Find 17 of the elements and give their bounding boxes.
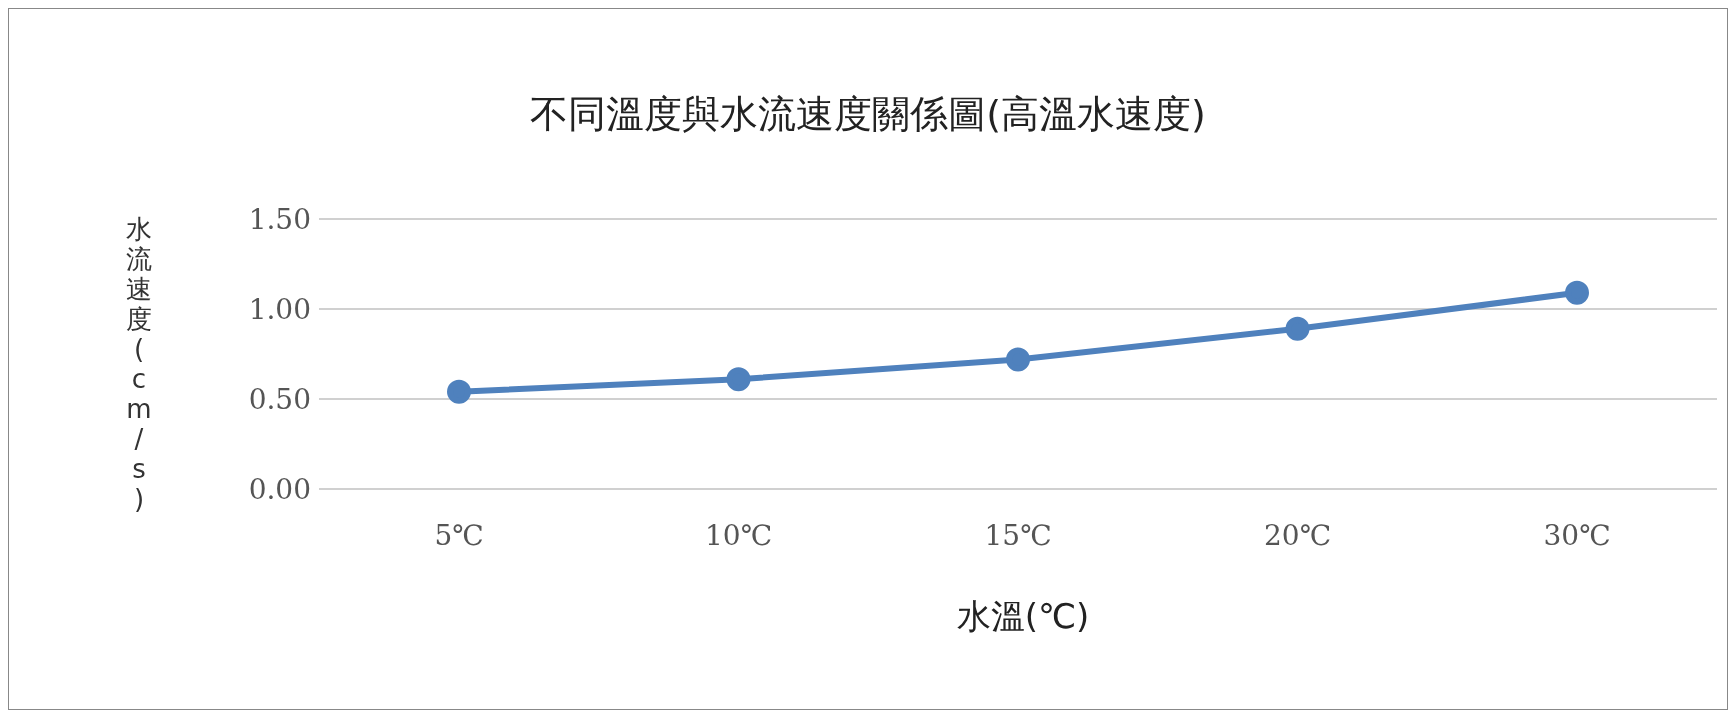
y-tick-label: 0.00 — [248, 472, 311, 506]
point — [726, 367, 751, 392]
x-tick-label: 30℃ — [1543, 518, 1611, 552]
text: 水流速度(cm/s) — [126, 214, 152, 514]
chart-title: 不同溫度與水流速度關係圖(高溫水速度) — [529, 91, 1207, 138]
point — [1285, 316, 1310, 341]
x-tick-label: 5℃ — [434, 518, 484, 552]
y-tick-label: 1.00 — [248, 292, 311, 326]
y-tick-label: 0.50 — [248, 382, 311, 416]
x-tick-label: 20℃ — [1264, 518, 1331, 552]
x-tick-label: 15℃ — [984, 518, 1052, 552]
y-tick-label: 1.50 — [248, 202, 311, 236]
point — [447, 379, 471, 404]
x-axis-title: 水溫(℃) — [955, 595, 1091, 638]
point — [1006, 347, 1030, 372]
point — [1565, 280, 1589, 305]
x-tick-label: 10℃ — [705, 518, 772, 552]
